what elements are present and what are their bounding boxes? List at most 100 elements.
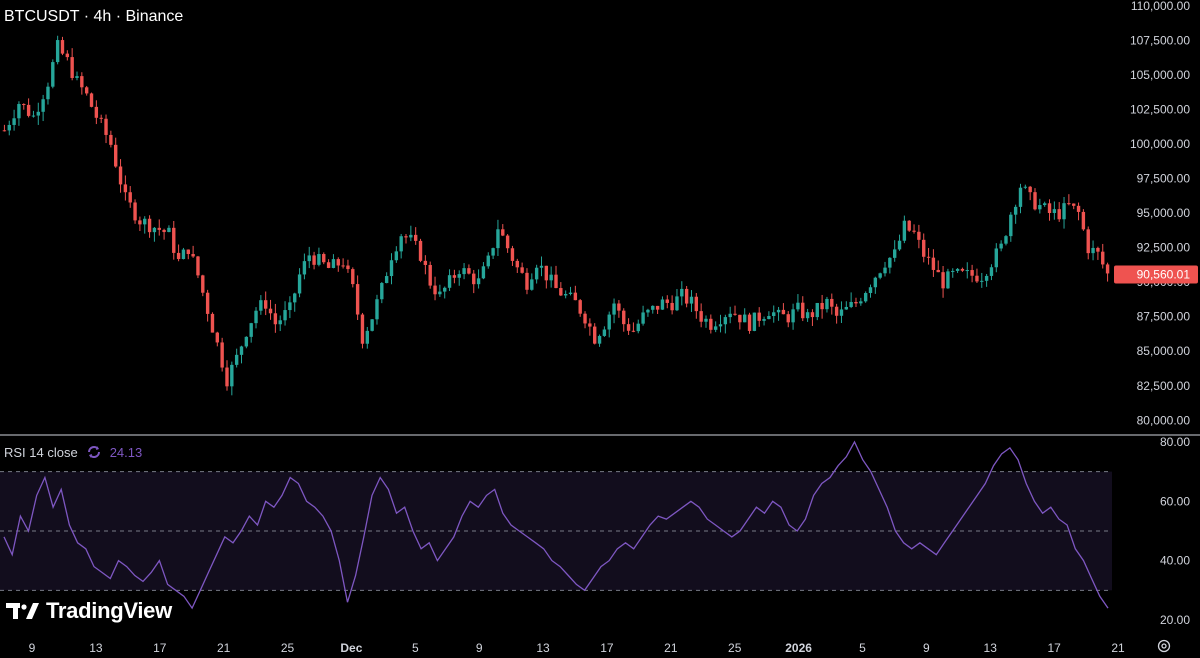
candle-body[interactable] (849, 301, 853, 307)
candle-body[interactable] (1076, 205, 1081, 212)
candle-body[interactable] (433, 285, 437, 295)
candle-body[interactable] (89, 93, 94, 107)
candle-body[interactable] (128, 192, 132, 203)
candle-body[interactable] (109, 134, 113, 145)
candle-body[interactable] (476, 278, 481, 285)
candle-body[interactable] (694, 296, 699, 312)
candle-body[interactable] (220, 342, 224, 368)
candle-body[interactable] (55, 40, 60, 63)
candle-body[interactable] (268, 308, 273, 314)
cycle-icon[interactable] (86, 444, 102, 460)
candle-body[interactable] (607, 314, 611, 330)
candle-body[interactable] (447, 275, 452, 288)
candle-body[interactable] (370, 319, 374, 331)
candle-body[interactable] (767, 315, 771, 320)
candle-body[interactable] (210, 313, 215, 333)
candle-body[interactable] (534, 267, 539, 280)
candle-body[interactable] (481, 266, 486, 279)
candle-body[interactable] (225, 367, 229, 387)
candle-body[interactable] (989, 267, 994, 276)
candle-body[interactable] (805, 312, 810, 319)
candle-body[interactable] (704, 318, 708, 322)
candle-body[interactable] (839, 309, 844, 316)
candle-body[interactable] (539, 265, 544, 268)
candle-body[interactable] (462, 268, 466, 275)
price-pane[interactable] (2, 35, 1110, 396)
candle-body[interactable] (791, 309, 795, 323)
candle-body[interactable] (549, 274, 553, 281)
candle-body[interactable] (530, 279, 534, 290)
candle-body[interactable] (902, 220, 907, 241)
candle-body[interactable] (404, 236, 408, 238)
candle-body[interactable] (1086, 229, 1090, 254)
candle-body[interactable] (230, 364, 234, 387)
candle-body[interactable] (588, 323, 592, 327)
candle-body[interactable] (491, 248, 495, 256)
candle-body[interactable] (699, 311, 703, 322)
candle-body[interactable] (336, 259, 340, 266)
candle-body[interactable] (834, 306, 839, 316)
candle-body[interactable] (46, 86, 50, 100)
candle-body[interactable] (1091, 247, 1095, 254)
candle-body[interactable] (776, 309, 781, 313)
candle-body[interactable] (346, 265, 350, 270)
candle-body[interactable] (467, 268, 471, 274)
candle-body[interactable] (1013, 206, 1018, 215)
candle-body[interactable] (863, 293, 868, 302)
candle-body[interactable] (365, 330, 369, 344)
candle-body[interactable] (428, 264, 432, 286)
candle-body[interactable] (22, 104, 26, 106)
candle-body[interactable] (1072, 203, 1076, 206)
candle-body[interactable] (878, 273, 882, 278)
candle-body[interactable] (283, 310, 287, 321)
candle-body[interactable] (660, 299, 665, 310)
candle-body[interactable] (631, 330, 636, 332)
time-axis[interactable]: 9 13 17 21 25 Dec 5 9 13 17 21 25 2026 5 9 13 17 21 (29, 641, 1125, 655)
candle-body[interactable] (815, 302, 819, 318)
candle-body[interactable] (515, 260, 519, 268)
candle-body[interactable] (786, 314, 790, 323)
candle-body[interactable] (249, 323, 253, 337)
candle-body[interactable] (80, 76, 84, 88)
candle-body[interactable] (733, 313, 737, 315)
candle-body[interactable] (1018, 187, 1023, 207)
candle-body[interactable] (302, 261, 307, 275)
candle-body[interactable] (622, 310, 626, 325)
candle-body[interactable] (602, 329, 607, 336)
candle-body[interactable] (413, 234, 418, 241)
candle-body[interactable] (51, 62, 55, 87)
candle-body[interactable] (1062, 203, 1066, 220)
rsi-line[interactable] (3, 440, 1109, 610)
candle-body[interactable] (525, 272, 529, 290)
price-axis[interactable]: 80,000.0082,500.0085,000.0087,500.0090,0… (1114, 0, 1198, 427)
candle-body[interactable] (583, 313, 587, 324)
candle-body[interactable] (2, 130, 7, 132)
candle-body[interactable] (936, 269, 940, 273)
candle-body[interactable] (636, 323, 640, 332)
candle-body[interactable] (259, 300, 263, 311)
candle-body[interactable] (709, 318, 713, 330)
candle-body[interactable] (201, 275, 205, 293)
candle-body[interactable] (738, 314, 742, 323)
candle-body[interactable] (868, 287, 873, 294)
candle-body[interactable] (655, 305, 660, 310)
candle-body[interactable] (36, 111, 40, 116)
candle-body[interactable] (186, 249, 190, 255)
candle-body[interactable] (293, 293, 297, 303)
candle-body[interactable] (322, 254, 326, 263)
candle-body[interactable] (123, 184, 128, 193)
candle-body[interactable] (593, 326, 597, 344)
candle-body[interactable] (496, 229, 500, 249)
rsi-pane[interactable] (0, 440, 1112, 610)
candle-body[interactable] (181, 249, 186, 260)
candle-body[interactable] (278, 320, 282, 325)
candle-body[interactable] (41, 99, 45, 112)
candle-body[interactable] (501, 229, 505, 236)
candle-body[interactable] (26, 104, 31, 116)
candle-body[interactable] (1052, 209, 1057, 213)
candle-body[interactable] (355, 284, 360, 315)
candle-body[interactable] (651, 305, 655, 310)
candle-body[interactable] (234, 354, 239, 365)
candle-body[interactable] (743, 314, 747, 323)
